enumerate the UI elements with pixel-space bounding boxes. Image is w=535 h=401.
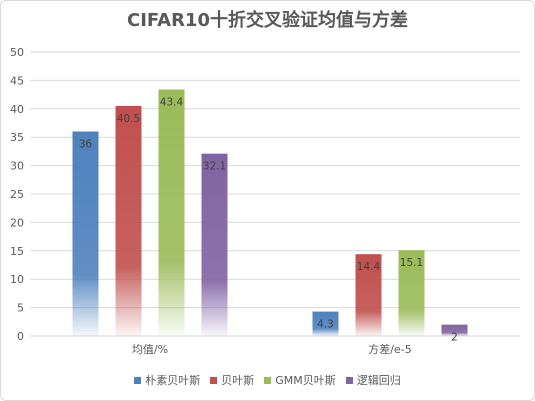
data-label: 43.4	[160, 96, 184, 108]
y-tick-label: 50	[10, 46, 24, 59]
legend-label: GMM贝叶斯	[275, 374, 336, 387]
y-tick-label: 5	[17, 302, 24, 315]
data-label: 14.4	[357, 261, 381, 273]
legend-item: 贝叶斯	[210, 372, 254, 388]
y-tick-label: 20	[10, 216, 24, 229]
x-category-label: 方差/e-5	[368, 342, 411, 356]
legend-swatch	[345, 376, 353, 384]
legend-item: 逻辑回归	[345, 372, 401, 388]
legend-label: 朴素贝叶斯	[145, 374, 201, 387]
bar-2-1	[398, 250, 425, 336]
data-labels: 36 40.5 43.4 32.1 4.3 14.4 15.1 2	[79, 96, 458, 343]
y-tick-label: 0	[17, 330, 24, 343]
data-label: 40.5	[117, 113, 140, 125]
data-label: 36	[79, 139, 93, 151]
legend-swatch	[264, 376, 272, 384]
legend: 朴素贝叶斯 贝叶斯 GMM贝叶斯 逻辑回归	[0, 372, 535, 388]
x-axis-categories: 均值/% 方差/e-5	[132, 342, 412, 356]
legend-swatch	[134, 376, 142, 384]
y-tick-label: 15	[10, 245, 24, 258]
data-label: 4.3	[317, 319, 334, 331]
bar-1-1	[355, 254, 382, 336]
data-label: 15.1	[400, 257, 423, 269]
gridlines	[30, 51, 520, 337]
legend-label: 贝叶斯	[221, 374, 255, 387]
legend-label: 逻辑回归	[356, 374, 401, 387]
bar-3-0	[201, 153, 228, 336]
y-axis-ticks: 0 5 10 15 20 25 30 35 40 45 50	[10, 46, 24, 343]
y-tick-label: 25	[10, 188, 24, 201]
data-label: 32.1	[203, 161, 226, 173]
chart-title: CIFAR10十折交叉验证均值与方差	[127, 10, 408, 31]
bars	[72, 89, 468, 337]
bar-1-0	[115, 105, 142, 337]
legend-swatch	[210, 376, 218, 384]
y-tick-label: 45	[10, 74, 24, 87]
data-label: 2	[451, 332, 458, 344]
legend-item: 朴素贝叶斯	[134, 372, 200, 388]
y-tick-label: 30	[10, 160, 24, 173]
bar-0-1	[312, 311, 339, 336]
y-tick-label: 35	[10, 131, 24, 144]
y-tick-label: 10	[10, 273, 24, 286]
legend-item: GMM贝叶斯	[264, 372, 336, 388]
bar-0-0	[72, 131, 99, 336]
y-tick-label: 40	[10, 103, 24, 116]
bar-2-0	[158, 89, 185, 336]
x-category-label: 均值/%	[132, 343, 168, 356]
bar-3-1	[441, 324, 468, 336]
